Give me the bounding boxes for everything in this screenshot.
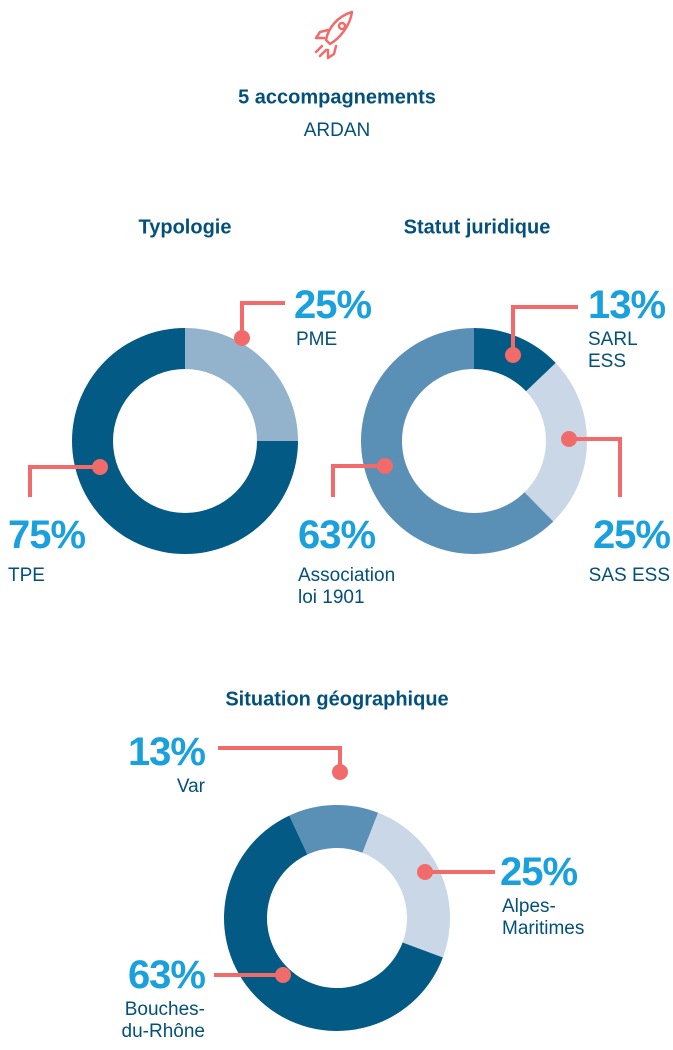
value-label: 25% xyxy=(500,850,578,894)
header-title: 5 accompagnements xyxy=(238,86,436,108)
callout-line xyxy=(511,305,578,355)
value-label: 13% xyxy=(127,730,206,774)
chart-title: Situation géographique xyxy=(225,688,448,710)
callout-dot xyxy=(275,967,291,983)
value-label: 63% xyxy=(298,513,376,557)
rocket-icon xyxy=(314,10,354,60)
callout-dot xyxy=(332,764,348,780)
value-label: 63% xyxy=(127,953,206,997)
callout-dot xyxy=(561,431,577,447)
donut-segment xyxy=(185,328,298,441)
value-label: 75% xyxy=(8,513,86,557)
category-label: SARL ESS xyxy=(588,329,637,372)
donut-segment xyxy=(362,812,451,958)
value-label: 25% xyxy=(592,513,671,557)
category-label: PME xyxy=(296,329,338,350)
donut-segment xyxy=(360,328,554,554)
callout-line xyxy=(331,464,385,497)
callout-dot xyxy=(377,458,393,474)
donut-segment xyxy=(289,805,379,855)
value-label: 25% xyxy=(294,283,372,327)
category-label: Var xyxy=(176,776,205,797)
header-subtitle: ARDAN xyxy=(304,120,371,141)
callout-line xyxy=(569,437,622,497)
callout-dot xyxy=(92,459,108,475)
callout-line xyxy=(28,465,100,497)
category-label: Association loi 1901 xyxy=(298,565,396,608)
donut-segment xyxy=(72,328,298,554)
chart-title: Statut juridique xyxy=(404,216,551,238)
value-label: 13% xyxy=(588,283,666,327)
category-label: Bouches- du-Rhône xyxy=(121,999,205,1042)
category-label: SAS ESS xyxy=(588,565,670,586)
donut-segment xyxy=(524,362,587,522)
chart-title: Typologie xyxy=(139,216,232,238)
category-label: Alpes- Maritimes xyxy=(502,896,585,939)
callout-dot xyxy=(417,864,433,880)
callout-dot xyxy=(505,347,521,363)
callout-dot xyxy=(234,330,250,346)
category-label: TPE xyxy=(8,565,45,586)
callout-line xyxy=(218,746,342,772)
callout-line xyxy=(240,301,285,338)
